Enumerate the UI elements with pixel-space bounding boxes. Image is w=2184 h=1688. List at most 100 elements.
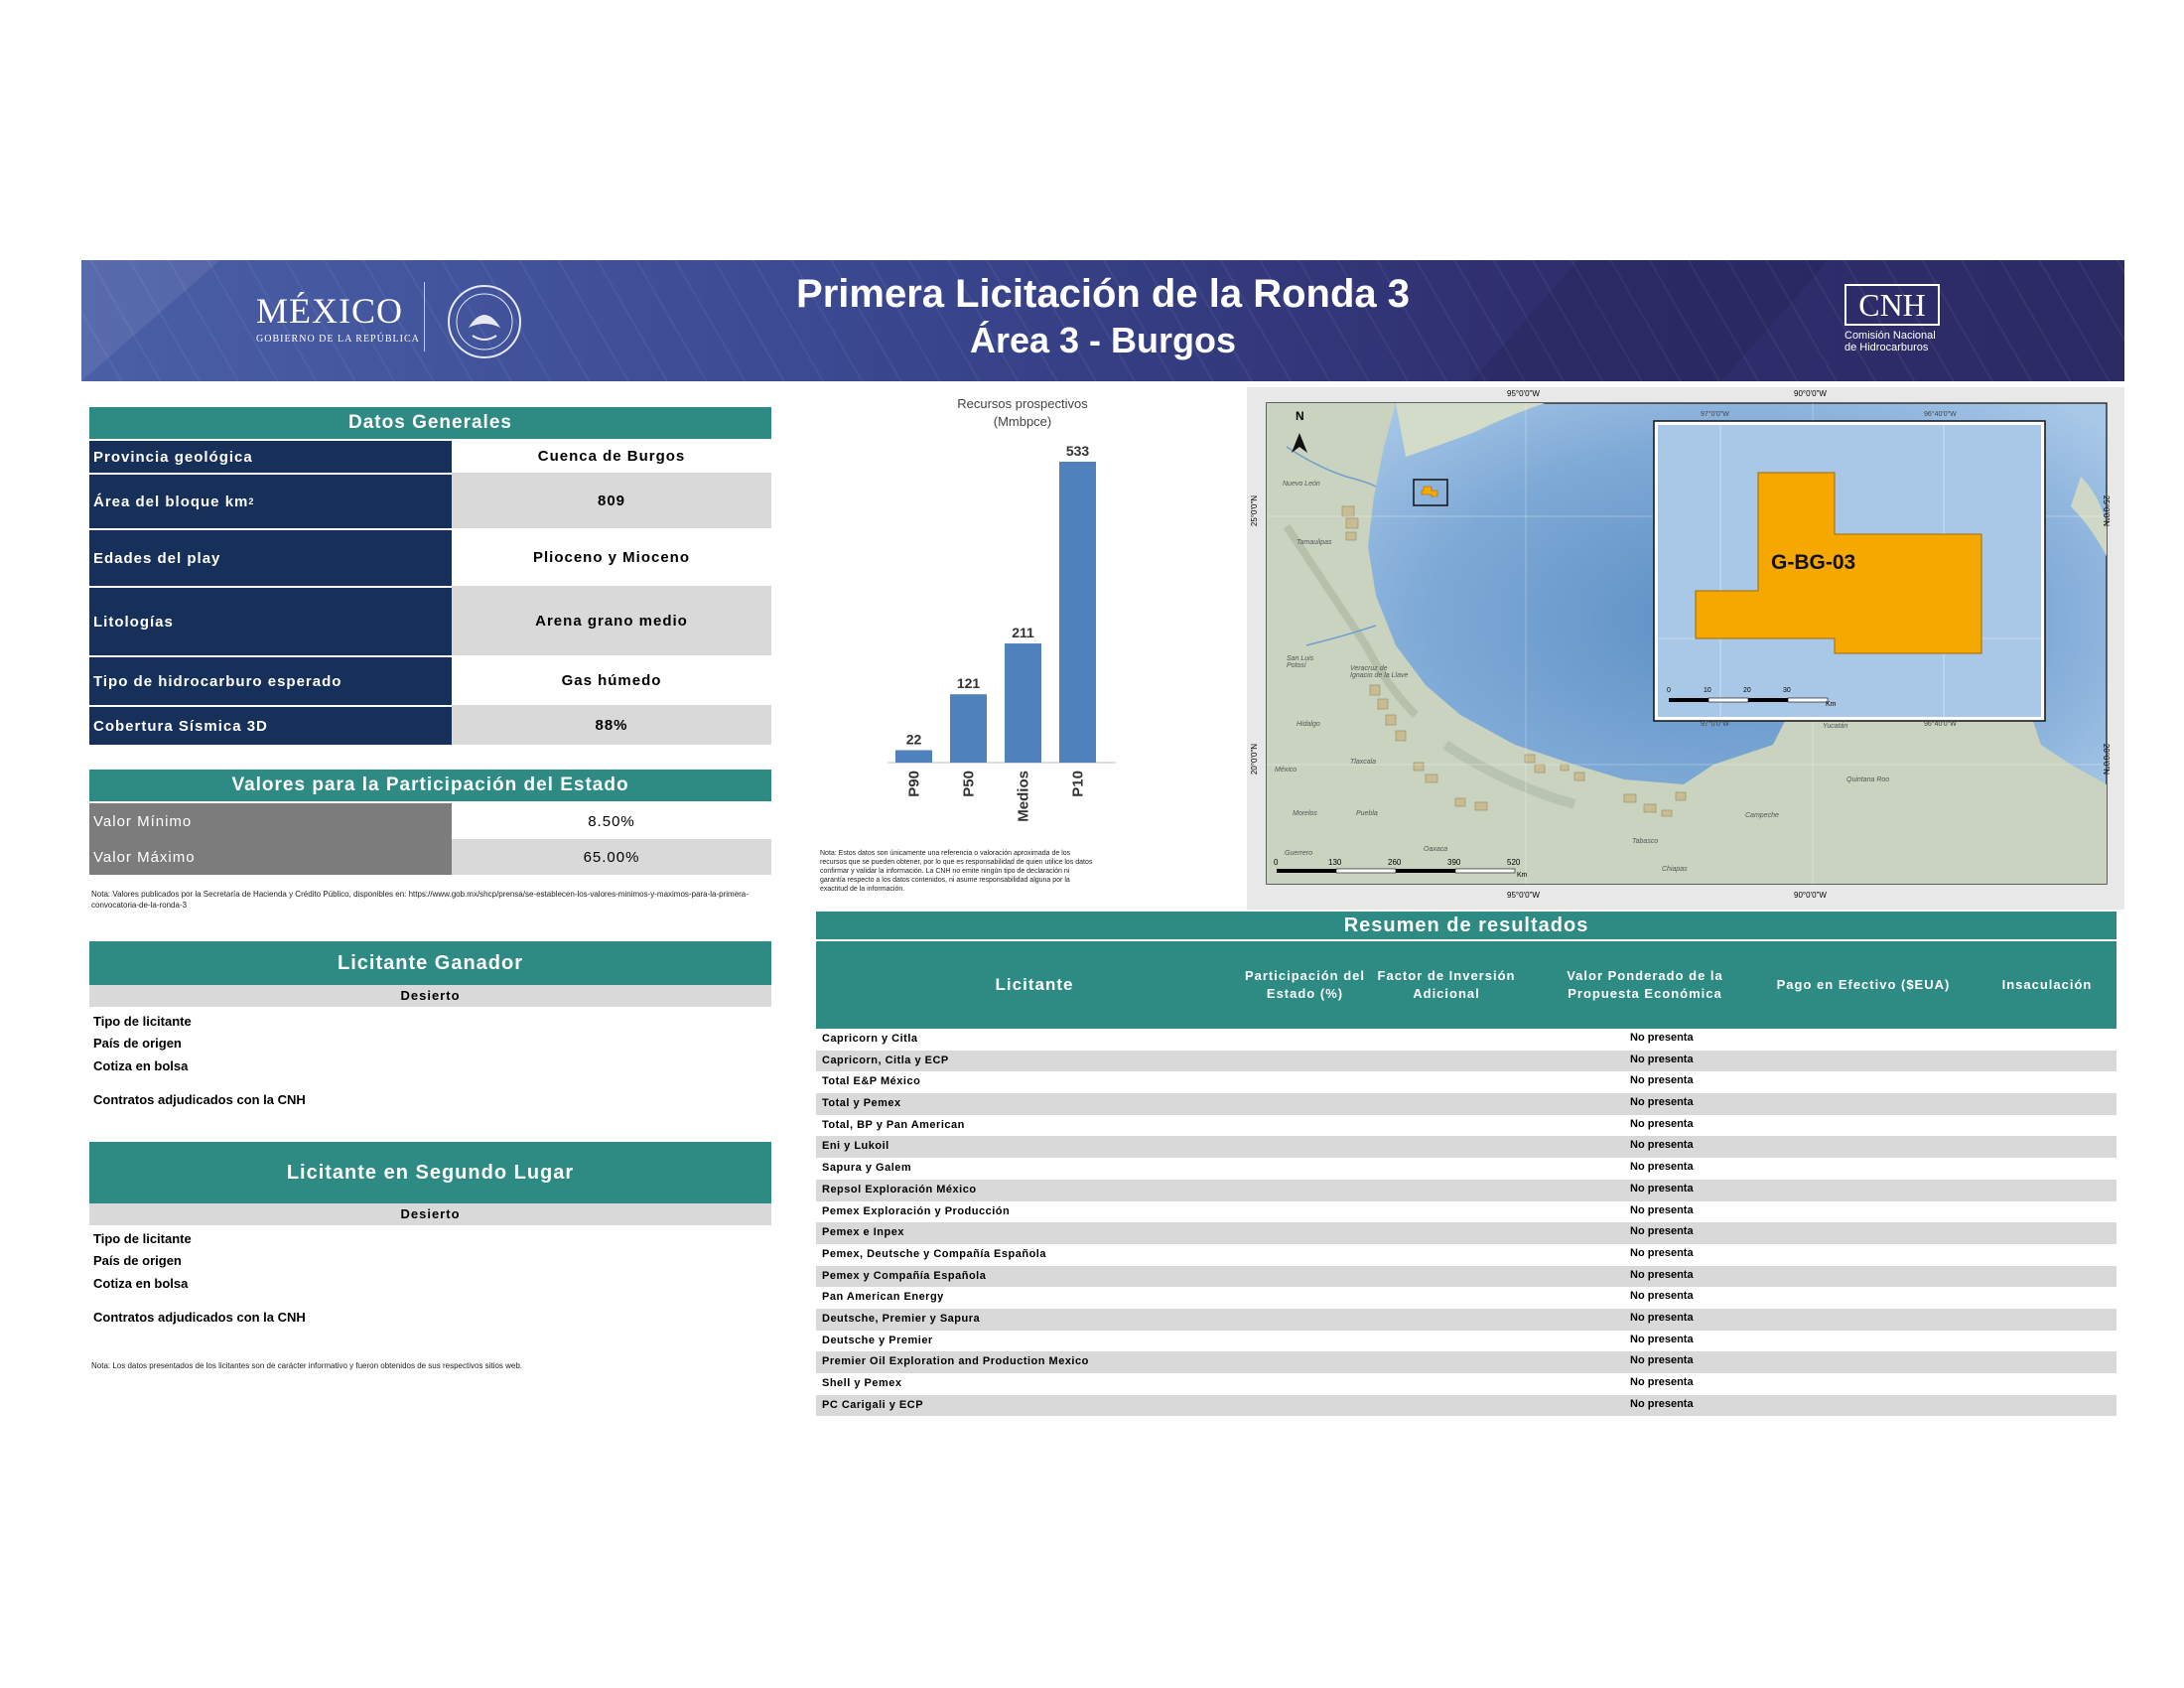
licitante-name: Deutsche, Premier y Sapura	[822, 1312, 981, 1325]
resumen-rows: Capricorn y Citla No presenta Capricorn, C…	[816, 1029, 2116, 1417]
cnh-logo-text: CNH	[1844, 284, 1940, 326]
datos-row: Provincia geológica Cuenca de Burgos	[89, 439, 771, 473]
logo-divider	[424, 282, 425, 352]
licitante-result: No presenta	[1630, 1268, 1694, 1281]
datos-generales-title: Datos Generales	[89, 407, 771, 439]
table-row: Pan American Energy No presenta	[816, 1287, 2116, 1309]
place-label: Hidalgo	[1297, 721, 1320, 728]
licitante-name: Premier Oil Exploration and Production M…	[822, 1355, 1089, 1368]
scale-bar	[1277, 869, 1336, 873]
licitante-name: Pan American Energy	[822, 1291, 944, 1304]
map-left-label: 25°0'0"N	[1250, 494, 1260, 527]
table-row: Sapura y Galem No presenta	[816, 1158, 2116, 1180]
datos-row: Cobertura Sísmica 3D 88%	[89, 705, 771, 745]
place-label: Quintana Roo	[1846, 776, 1890, 783]
inset-bottom-label: 96°40'0"W	[1924, 721, 1957, 728]
valores-participacion-table: Valores para la Participación del Estado…	[89, 770, 771, 875]
chart-bar	[895, 750, 932, 763]
chart-bar	[950, 694, 987, 763]
inset-top-label: 97°0'0"W	[1701, 411, 1729, 418]
place-label: Yucatán	[1823, 723, 1848, 730]
table-row: Capricorn, Citla y ECP No presenta	[816, 1050, 2116, 1072]
recursos-chart: Recursos prospectivos (Mmbpce) 22 P90 121 P…	[874, 392, 1171, 849]
licitante-result: No presenta	[1630, 1161, 1694, 1174]
cnh-logo-line1: Comisión Nacional	[1844, 330, 1936, 342]
datos-row: Tipo de hidrocarburo esperado Gas húmedo	[89, 655, 771, 705]
banner-decoration	[81, 260, 220, 381]
table-row: Repsol Exploración México No presenta	[816, 1179, 2116, 1201]
place-label: Guerrero	[1285, 850, 1313, 857]
table-row: Deutsche y Premier No presenta	[816, 1331, 2116, 1352]
header-banner: MÉXICO GOBIERNO DE LA REPÚBLICA Primera …	[81, 260, 2124, 381]
field-label: País de origen	[93, 1036, 182, 1051]
chart-subtitle: (Mmbpce)	[993, 414, 1052, 429]
datos-row: Litologías Arena grano medio	[89, 586, 771, 655]
licitante-name: Eni y Lukoil	[822, 1140, 889, 1153]
field-label: Cotiza en bolsa	[93, 1276, 189, 1291]
licitante-result: No presenta	[1630, 1354, 1694, 1367]
resumen-column-header: Licitante Participación del Estado (%) F…	[816, 939, 2116, 1029]
scale-label: 390	[1447, 858, 1461, 867]
chart-data-label: 22	[906, 731, 922, 747]
block-marker-small	[1421, 486, 1438, 497]
field-label: País de origen	[93, 1253, 182, 1268]
table-row: Eni y Lukoil No presenta	[816, 1136, 2116, 1159]
licitante-segundo-panel: Licitante en Segundo Lugar Desierto Tipo…	[89, 1142, 771, 1331]
column-factor-inversion: Factor de Inversión Adicional	[1377, 968, 1516, 1001]
licitante-name: Pemex, Deutsche y Compañía Española	[822, 1247, 1046, 1260]
chart-data-label: 533	[1066, 443, 1090, 459]
relief-shading	[1283, 523, 1419, 718]
chart-category-label: P50	[961, 771, 978, 797]
map-bottom-label: 90°0'0"W	[1794, 891, 1827, 900]
map-left-label: 20°0'0"N	[1250, 743, 1260, 775]
licitante-result: No presenta	[1630, 1376, 1694, 1388]
field-label: Tipo de licitante	[93, 1014, 192, 1029]
licitante-result: No presenta	[1630, 1139, 1694, 1152]
table-row: Deutsche, Premier y Sapura No presenta	[816, 1308, 2116, 1331]
licitante-segundo-title: Licitante en Segundo Lugar	[89, 1142, 771, 1203]
map-graphic	[1266, 402, 2108, 885]
page-subtitle: Área 3 - Burgos	[969, 320, 1237, 360]
table-row: Total y Pemex No presenta	[816, 1093, 2116, 1115]
table-row: Pemex, Deutsche y Compañía Española No pr…	[816, 1244, 2116, 1266]
chart-title: Recursos prospectivos	[957, 396, 1088, 411]
inset-scale-label: 0	[1667, 687, 1671, 694]
datos-row: Edades del play Plioceno y Mioceno	[89, 528, 771, 586]
valores-value: 8.50%	[452, 803, 771, 839]
datos-value: Cuenca de Burgos	[452, 439, 771, 473]
river	[1305, 625, 1377, 646]
licitante-result: No presenta	[1630, 1032, 1694, 1044]
inset-scale-label: 20	[1743, 687, 1751, 694]
datos-value: 88%	[452, 705, 771, 745]
table-row: Total E&P México No presenta	[816, 1071, 2116, 1093]
datos-generales-table: Datos Generales Provincia geológica Cuen…	[89, 407, 771, 745]
licitante-name: Total y Pemex	[822, 1097, 901, 1110]
place-label: Chiapas	[1662, 866, 1688, 873]
chart-plot: 22 P90 121 P50 211 Medios 533 P10	[887, 443, 1116, 822]
table-row: Pemex Exploración y Producción No present…	[816, 1201, 2116, 1223]
inset-top-label: 96°40'0"W	[1924, 411, 1957, 418]
licitante-name: Repsol Exploración México	[822, 1183, 977, 1196]
map-right-label: 20°0'0"N	[2102, 743, 2112, 775]
datos-value: Arena grano medio	[452, 586, 771, 655]
inset-scale-label: 30	[1783, 687, 1791, 694]
cnh-logo-line2: de Hidrocarburos	[1844, 342, 1929, 353]
datos-label: Litologías	[89, 586, 452, 655]
map-top-label: 90°0'0"W	[1794, 389, 1827, 398]
resumen-resultados-table: Resumen de resultados Licitante Particip…	[816, 912, 2116, 1417]
us-land	[1396, 403, 1545, 457]
datos-label: Área del bloque km 2	[89, 473, 452, 528]
licitante-name: Capricorn y Citla	[822, 1033, 918, 1045]
place-label: Oaxaca	[1424, 846, 1448, 853]
area-label-text: Área del bloque km	[93, 492, 249, 510]
scale-unit: Km	[1517, 872, 1528, 879]
column-insaculacion: Insaculación	[2001, 977, 2093, 992]
licitante-result: No presenta	[1630, 1203, 1694, 1216]
table-row: Total, BP y Pan American No presenta	[816, 1115, 2116, 1137]
datos-label: Provincia geológica	[89, 439, 452, 473]
page-title: Primera Licitación de la Ronda 3	[796, 272, 1410, 316]
licitante-name: Capricorn, Citla y ECP	[822, 1054, 949, 1066]
licitante-segundo-status: Desierto	[89, 1203, 771, 1225]
licitante-result: No presenta	[1630, 1333, 1694, 1345]
datos-value: Plioceno y Mioceno	[452, 528, 771, 586]
